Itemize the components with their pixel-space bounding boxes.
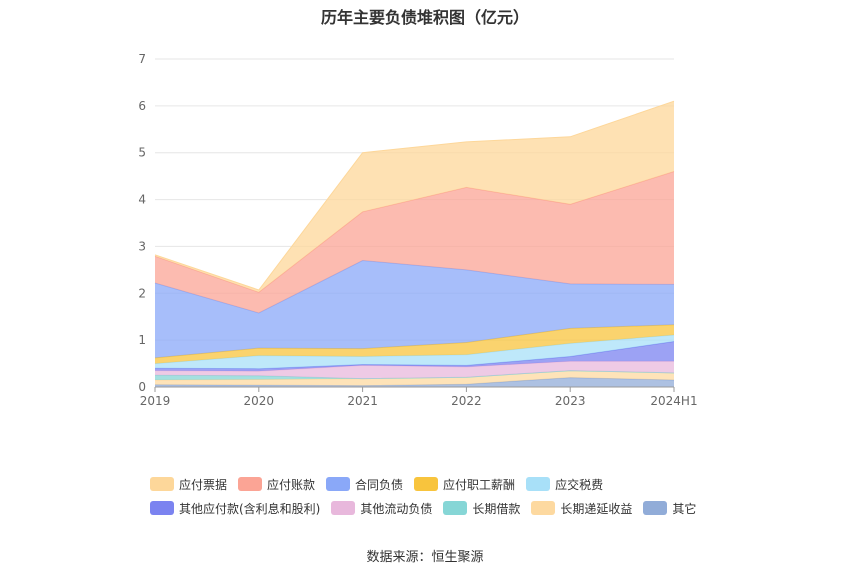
y-tick-label: 0 (138, 380, 146, 394)
legend-swatch (443, 501, 468, 515)
legend-item[interactable]: 应付票据 (150, 476, 227, 493)
legend-item[interactable]: 应交税费 (526, 476, 603, 493)
legend-label: 其他应付款(含利息和股利) (179, 501, 321, 516)
area-series-应付职工薪酬 (155, 324, 674, 364)
legend-label: 其它 (672, 501, 697, 516)
y-tick-label: 6 (138, 99, 146, 113)
legend-item[interactable]: 应付职工薪酬 (414, 476, 515, 493)
area-series-应付票据 (155, 101, 674, 293)
y-tick-label: 1 (138, 333, 146, 347)
legend-item[interactable]: 长期借款 (443, 500, 520, 517)
y-tick-label: 3 (138, 239, 146, 253)
legend-swatch (531, 501, 556, 515)
legend-label: 应交税费 (555, 477, 604, 492)
area-series-长期借款 (155, 370, 674, 380)
legend-swatch (643, 501, 668, 515)
legend-label: 其他流动负债 (360, 501, 433, 516)
legend-item[interactable]: 应付账款 (238, 476, 315, 493)
legend-label: 应付票据 (179, 477, 228, 492)
y-tick-label: 5 (138, 146, 146, 160)
legend-swatch (326, 477, 351, 491)
x-tick-label: 2021 (347, 394, 378, 408)
legend-item[interactable]: 合同负债 (326, 476, 403, 493)
area-series-其他流动负债 (155, 361, 674, 379)
legend-label: 长期递延收益 (560, 501, 633, 516)
chart-title: 历年主要负债堆积图（亿元） (320, 8, 529, 27)
x-tick-label: 2019 (140, 394, 171, 408)
legend-label: 合同负债 (355, 477, 404, 492)
area-series-应付账款 (155, 171, 674, 313)
y-tick-label: 2 (138, 286, 146, 300)
area-series-合同负债 (155, 260, 674, 358)
legend-item[interactable]: 其他流动负债 (331, 500, 432, 517)
y-tick-label: 7 (138, 52, 146, 66)
x-tick-label: 2022 (451, 394, 482, 408)
x-tick-label: 2020 (244, 394, 275, 408)
legend-swatch (238, 477, 263, 491)
legend-label: 长期借款 (472, 501, 521, 516)
legend: 应付票据 应付账款 合同负债 应付职工薪酬 应交税费其他应付款(含利息和股利) 其他流动负… (150, 472, 750, 520)
legend-item[interactable]: 其他应付款(含利息和股利) (150, 500, 320, 517)
area-series-line-应付票据 (154, 100, 675, 291)
area-series-layer (154, 100, 675, 387)
x-tick-label: 2023 (555, 394, 586, 408)
area-series-应交税费 (155, 335, 674, 369)
y-tick-label: 4 (138, 193, 146, 207)
legend-swatch (150, 477, 174, 491)
legend-item[interactable]: 长期递延收益 (531, 500, 632, 517)
legend-swatch (414, 477, 439, 491)
legend-row: 其他应付款(含利息和股利) 其他流动负债 长期借款 长期递延收益 其它 (150, 496, 750, 520)
legend-swatch (526, 477, 551, 491)
area-series-其它 (155, 377, 674, 387)
legend-row: 应付票据 应付账款 合同负债 应付职工薪酬 应交税费 (150, 472, 750, 496)
x-tick-label: 2024H1 (650, 394, 697, 408)
source-note: 数据来源：恒生聚源 (366, 550, 484, 565)
legend-item[interactable]: 其它 (643, 500, 696, 517)
legend-label: 应付账款 (267, 477, 316, 492)
legend-label: 应付职工薪酬 (443, 477, 516, 492)
axes: 0 1 2 3 4 5 6 7 2019 2020 2021 2022 2023 2024H1 (138, 52, 697, 408)
legend-swatch (150, 501, 174, 515)
legend-swatch (331, 501, 356, 515)
